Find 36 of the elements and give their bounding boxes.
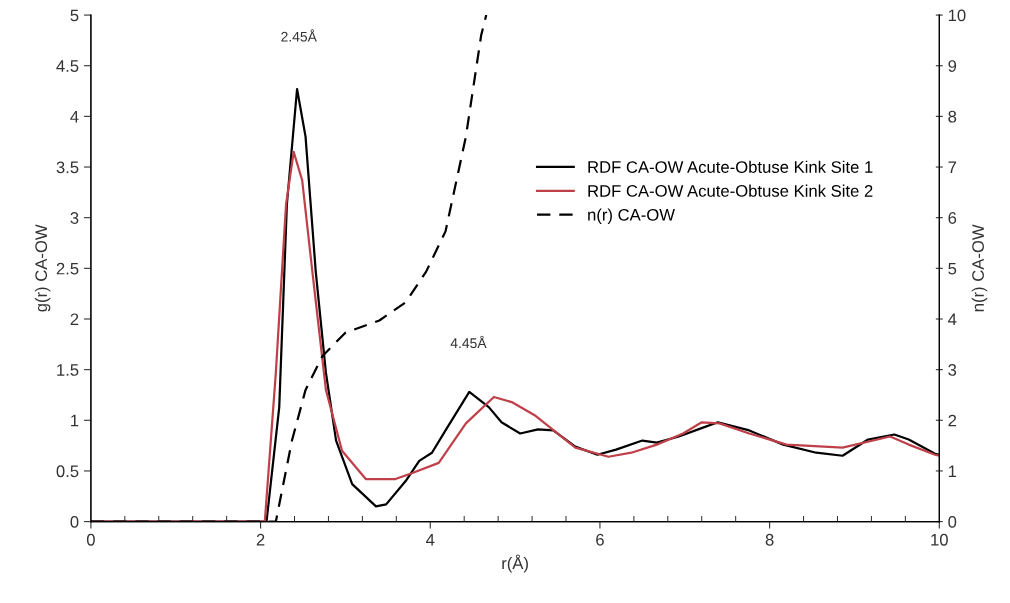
y2-tick-label: 9 [948, 60, 957, 72]
x-tick-label: 2 [256, 533, 265, 546]
y-tick-label: 0 [70, 516, 79, 528]
x-axis-title: r(Å) [502, 554, 528, 573]
y2-tick-label: 0 [948, 516, 957, 528]
y-tick-label: 2.5 [56, 262, 79, 275]
x-tick-label: 6 [596, 533, 604, 546]
x-tick-label: 10 [931, 533, 948, 546]
y-tick-label: 1.5 [57, 364, 79, 376]
y-tick-label: 4.5 [56, 60, 79, 72]
annotation: 2.45Å [281, 29, 317, 42]
y2-tick-label: 5 [948, 262, 957, 275]
legend-label: n(r) CA-OW [588, 208, 675, 224]
y-tick-label: 1 [71, 414, 79, 427]
y2-tick-label: 7 [948, 161, 957, 174]
y-tick-label: 5 [70, 9, 79, 22]
legend-label: RDF CA-OW Acute-Obtuse Kink Site 2 [588, 184, 873, 197]
y2-axis-title: n(r) CA-OW [971, 224, 988, 312]
y-tick-label: 3.5 [56, 161, 79, 174]
y2-tick-label: 1 [948, 465, 957, 477]
y-tick-label: 4 [70, 110, 79, 123]
legend-label: RDF CA-OW Acute-Obtuse Kink Site 1 [588, 160, 873, 173]
y2-tick-label: 6 [948, 212, 957, 224]
x-tick-label: 8 [765, 533, 774, 546]
y2-tick-label: 2 [948, 414, 957, 427]
y2-tick-label: 3 [948, 364, 957, 376]
y2-tick-label: 10 [948, 9, 966, 22]
y-axis-title: g(r) CA-OW [34, 224, 51, 312]
x-tick-label: 4 [426, 534, 435, 546]
annotation: 4.45Å [450, 335, 487, 349]
y-tick-label: 2 [70, 313, 79, 326]
y-tick-label: 3 [70, 212, 79, 224]
x-tick-label: 0 [86, 533, 95, 546]
y-tick-label: 0.5 [56, 465, 79, 478]
y2-tick-label: 8 [948, 110, 957, 123]
y2-tick-label: 4 [948, 313, 957, 326]
